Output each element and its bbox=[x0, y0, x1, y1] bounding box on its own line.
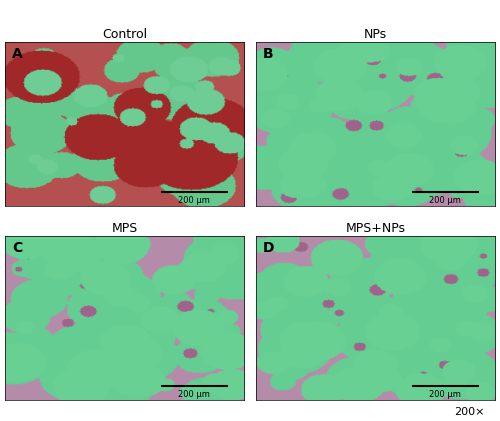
Text: D: D bbox=[263, 241, 274, 255]
Title: NPs: NPs bbox=[364, 28, 387, 41]
Title: MPS: MPS bbox=[112, 221, 138, 234]
Text: 200 μm: 200 μm bbox=[178, 390, 210, 399]
Text: 200 μm: 200 μm bbox=[178, 196, 210, 205]
Text: 200×: 200× bbox=[454, 407, 485, 417]
Text: B: B bbox=[263, 47, 274, 61]
Title: Control: Control bbox=[102, 28, 147, 41]
Title: MPS+NPs: MPS+NPs bbox=[346, 221, 406, 234]
Text: 200 μm: 200 μm bbox=[430, 196, 462, 205]
Text: C: C bbox=[12, 241, 22, 255]
Text: A: A bbox=[12, 47, 23, 61]
Text: 200 μm: 200 μm bbox=[430, 390, 462, 399]
